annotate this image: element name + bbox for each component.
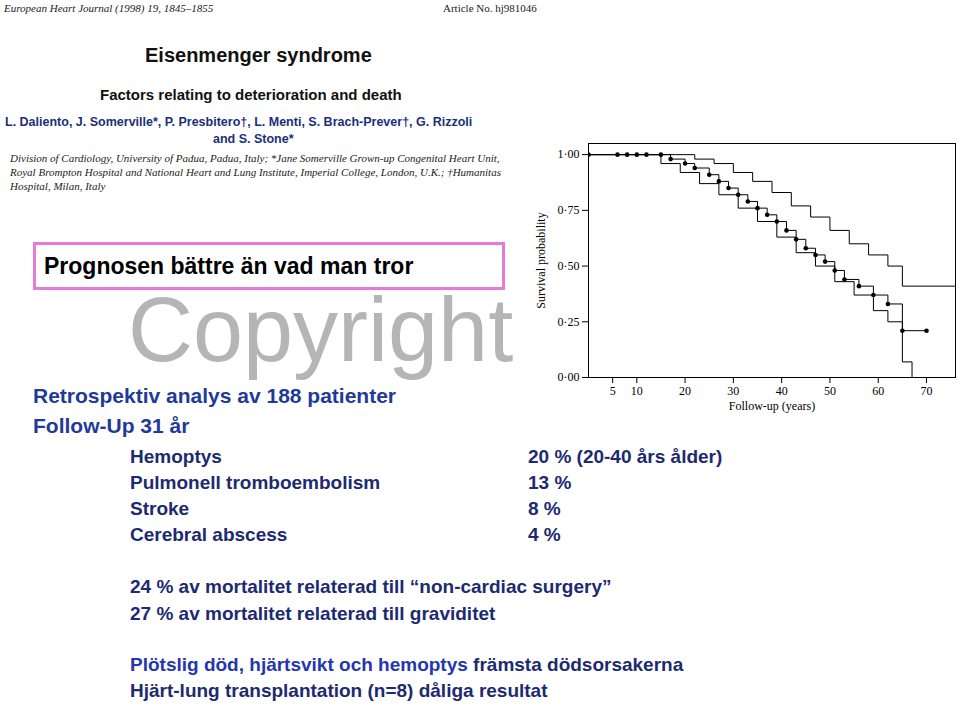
html-text:Prognosen bättre än vad man tr: Prognosen bättre än vad man tror xyxy=(44,253,414,279)
svg-text:40: 40 xyxy=(776,384,788,398)
html-text:Article No. hj981046: Article No. hj981046 xyxy=(443,2,537,14)
html-text:Division of Cardiology, Univer: Division of Cardiology, University of Pa… xyxy=(10,152,500,164)
html-text:Hjärt-lung transplantation (n=: Hjärt-lung transplantation (n=8) dåliga … xyxy=(130,680,548,701)
html-text:Hemoptys: Hemoptys xyxy=(130,446,222,467)
html-text:Hospital, Milan, Italy: Hospital, Milan, Italy xyxy=(10,180,106,192)
html-text:Follow-Up 31 år: Follow-Up 31 år xyxy=(33,414,190,437)
html-text:Factors relating to deteriorat: Factors relating to deterioration and de… xyxy=(100,86,402,103)
html-text:L. Daliento, J. Somerville*, P: L. Daliento, J. Somerville*, P. Presbite… xyxy=(5,115,473,129)
html-text:20 % (20-40 års ålder): 20 % (20-40 års ålder) xyxy=(528,446,723,467)
svg-text:Follow-up (years): Follow-up (years) xyxy=(729,399,815,413)
html-text:European Heart Journal (1998): European Heart Journal (1998) 19, 1845–1… xyxy=(4,2,214,14)
svg-text:0·25: 0·25 xyxy=(558,315,580,329)
svg-text:50: 50 xyxy=(824,384,836,398)
html-text:24 % av mortalitet relaterad t: 24 % av mortalitet relaterad till “non-c… xyxy=(130,576,612,597)
svg-text:0·50: 0·50 xyxy=(558,259,580,273)
svg-text:1·00: 1·00 xyxy=(558,147,580,161)
svg-text:Survival probability: Survival probability xyxy=(534,212,548,308)
svg-text:70: 70 xyxy=(921,384,933,398)
html-text:Retrospektiv analys av 188 pat: Retrospektiv analys av 188 patienter xyxy=(33,384,396,407)
svg-text:30: 30 xyxy=(727,384,739,398)
html-text:27 % av mortalitet relaterad t: 27 % av mortalitet relaterad till gravid… xyxy=(130,603,496,624)
svg-text:5: 5 xyxy=(610,384,616,398)
svg-text:20: 20 xyxy=(679,384,691,398)
html-text:4 %: 4 % xyxy=(528,524,561,545)
svg-text:0·75: 0·75 xyxy=(558,203,580,217)
html-text:Pulmonell tromboembolism: Pulmonell tromboembolism xyxy=(130,472,381,493)
svg-text:10: 10 xyxy=(631,384,643,398)
html-text:8 %: 8 % xyxy=(528,498,561,519)
svg-text:60: 60 xyxy=(872,384,884,398)
svg-text:0·00: 0·00 xyxy=(558,370,580,384)
html-text:Copyright: Copyright xyxy=(128,280,514,380)
html-text:13 %: 13 % xyxy=(528,472,572,493)
html-text:Stroke: Stroke xyxy=(130,498,190,519)
html-text:Cerebral abscess: Cerebral abscess xyxy=(130,524,288,545)
html-text:Plötslig död, hjärtsvikt och h: Plötslig död, hjärtsvikt och hemoptys fr… xyxy=(130,654,684,675)
html-text:Royal Brompton Hospital and Na: Royal Brompton Hospital and National Hea… xyxy=(10,166,501,178)
html-text:Eisenmenger syndrome: Eisenmenger syndrome xyxy=(145,44,372,66)
html-text:and S. Stone*: and S. Stone* xyxy=(213,132,294,146)
